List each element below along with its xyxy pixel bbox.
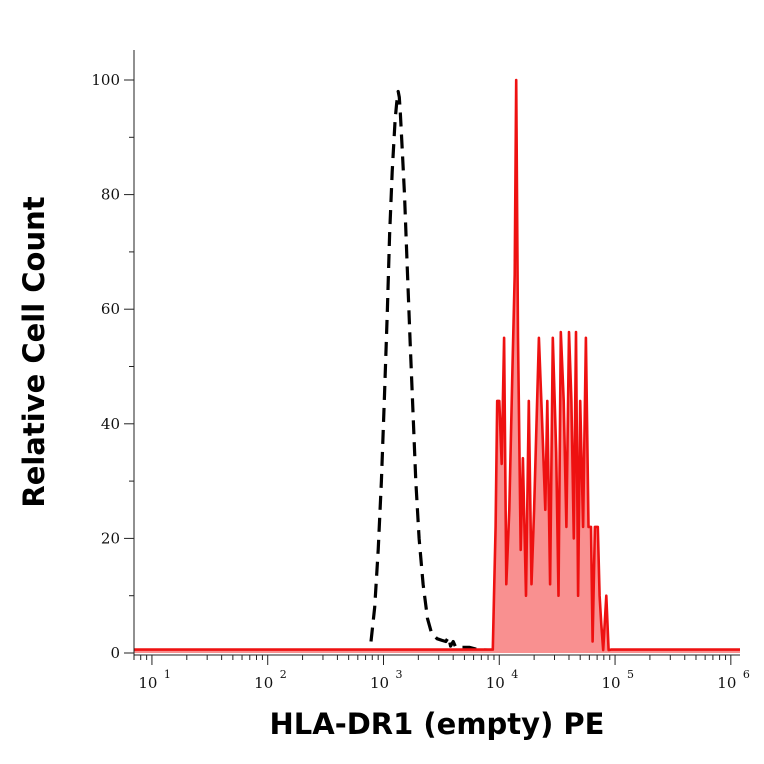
series-0-line — [369, 89, 555, 653]
y-axis-title: Relative Cell Count — [17, 196, 51, 507]
tick-layer: 0 20 40 60 80 100 10 1 10 2 10 3 10 4 10 5 10 6 — [91, 71, 749, 692]
x-tick-exponent: 1 — [164, 668, 171, 681]
y-tick-label: 0 — [110, 644, 120, 662]
y-tick-label: 20 — [101, 529, 120, 547]
x-tick-exponent: 4 — [511, 668, 518, 681]
x-tick-label: 10 — [602, 674, 621, 692]
series-1-line — [134, 78, 740, 652]
x-tick-label: 10 — [370, 674, 389, 692]
y-tick-label: 80 — [101, 186, 120, 204]
x-axis-title: HLA-DR1 (empty) PE — [270, 707, 605, 741]
y-tick-label: 40 — [101, 415, 120, 433]
x-tick-label: 10 — [138, 674, 157, 692]
x-tick-label: 10 — [717, 674, 736, 692]
y-tick-label: 60 — [101, 300, 120, 318]
x-tick-exponent: 3 — [395, 668, 402, 681]
y-tick-label: 100 — [91, 71, 120, 89]
axes-layer — [133, 50, 740, 656]
x-tick-exponent: 6 — [743, 668, 750, 681]
x-tick-exponent: 2 — [280, 668, 287, 681]
x-tick-exponent: 5 — [627, 668, 634, 681]
series-layer — [134, 78, 740, 653]
x-tick-label: 10 — [486, 674, 505, 692]
x-tick-label: 10 — [254, 674, 273, 692]
